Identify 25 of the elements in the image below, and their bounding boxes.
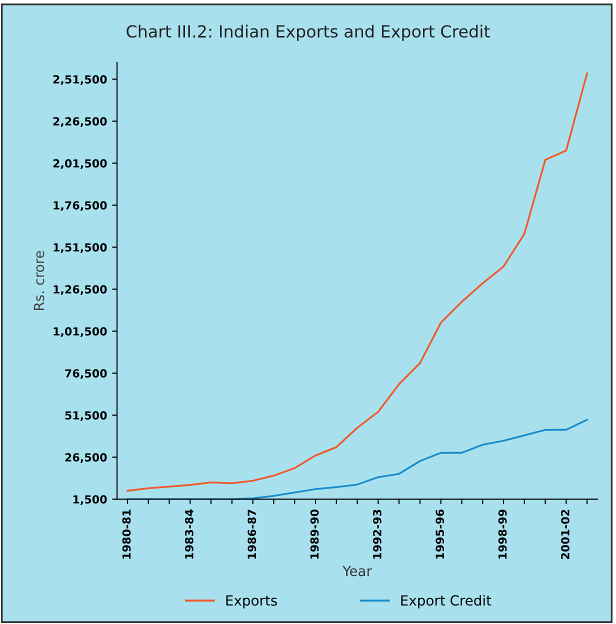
line-series xyxy=(126,72,588,492)
y-tick-label: 1,76,500 xyxy=(54,201,107,211)
y-tick-label: 1,26,500 xyxy=(54,285,107,295)
y-tick-label: 1,500 xyxy=(73,495,107,505)
y-tick-label: 51,500 xyxy=(65,411,107,421)
x-tick-label: 1980-81 xyxy=(122,510,131,559)
y-axis-title: Rs. crore xyxy=(34,250,44,310)
x-tick-label: 1995-96 xyxy=(436,510,444,559)
x-tick-label: 1998-99 xyxy=(498,510,507,559)
chart-title: Chart III.2: Indian Exports and Export Credit xyxy=(126,24,490,41)
y-tick-label: 1,01,500 xyxy=(54,327,107,337)
x-tick-label: 1986-87 xyxy=(248,510,256,559)
x-axis-title: Year xyxy=(342,566,372,576)
x-tick-label: 1992-93 xyxy=(372,510,382,559)
legend-label: Exports xyxy=(226,595,277,608)
y-tick-label: 76,500 xyxy=(65,369,107,379)
legend-label: Export Credit xyxy=(401,594,492,608)
y-tick-label: 26,500 xyxy=(65,453,107,463)
x-tick-label: 2001-02 xyxy=(561,510,570,560)
y-tick-label: 2,26,500 xyxy=(53,117,107,127)
x-tick-label: 1989-90 xyxy=(310,509,319,559)
y-tick-label: 2,01,500 xyxy=(53,159,107,169)
y-tick-label: 2,51,500 xyxy=(53,75,107,85)
y-tick-label: 1,51,500 xyxy=(54,243,107,253)
x-tick-label: 1983-84 xyxy=(184,509,194,559)
